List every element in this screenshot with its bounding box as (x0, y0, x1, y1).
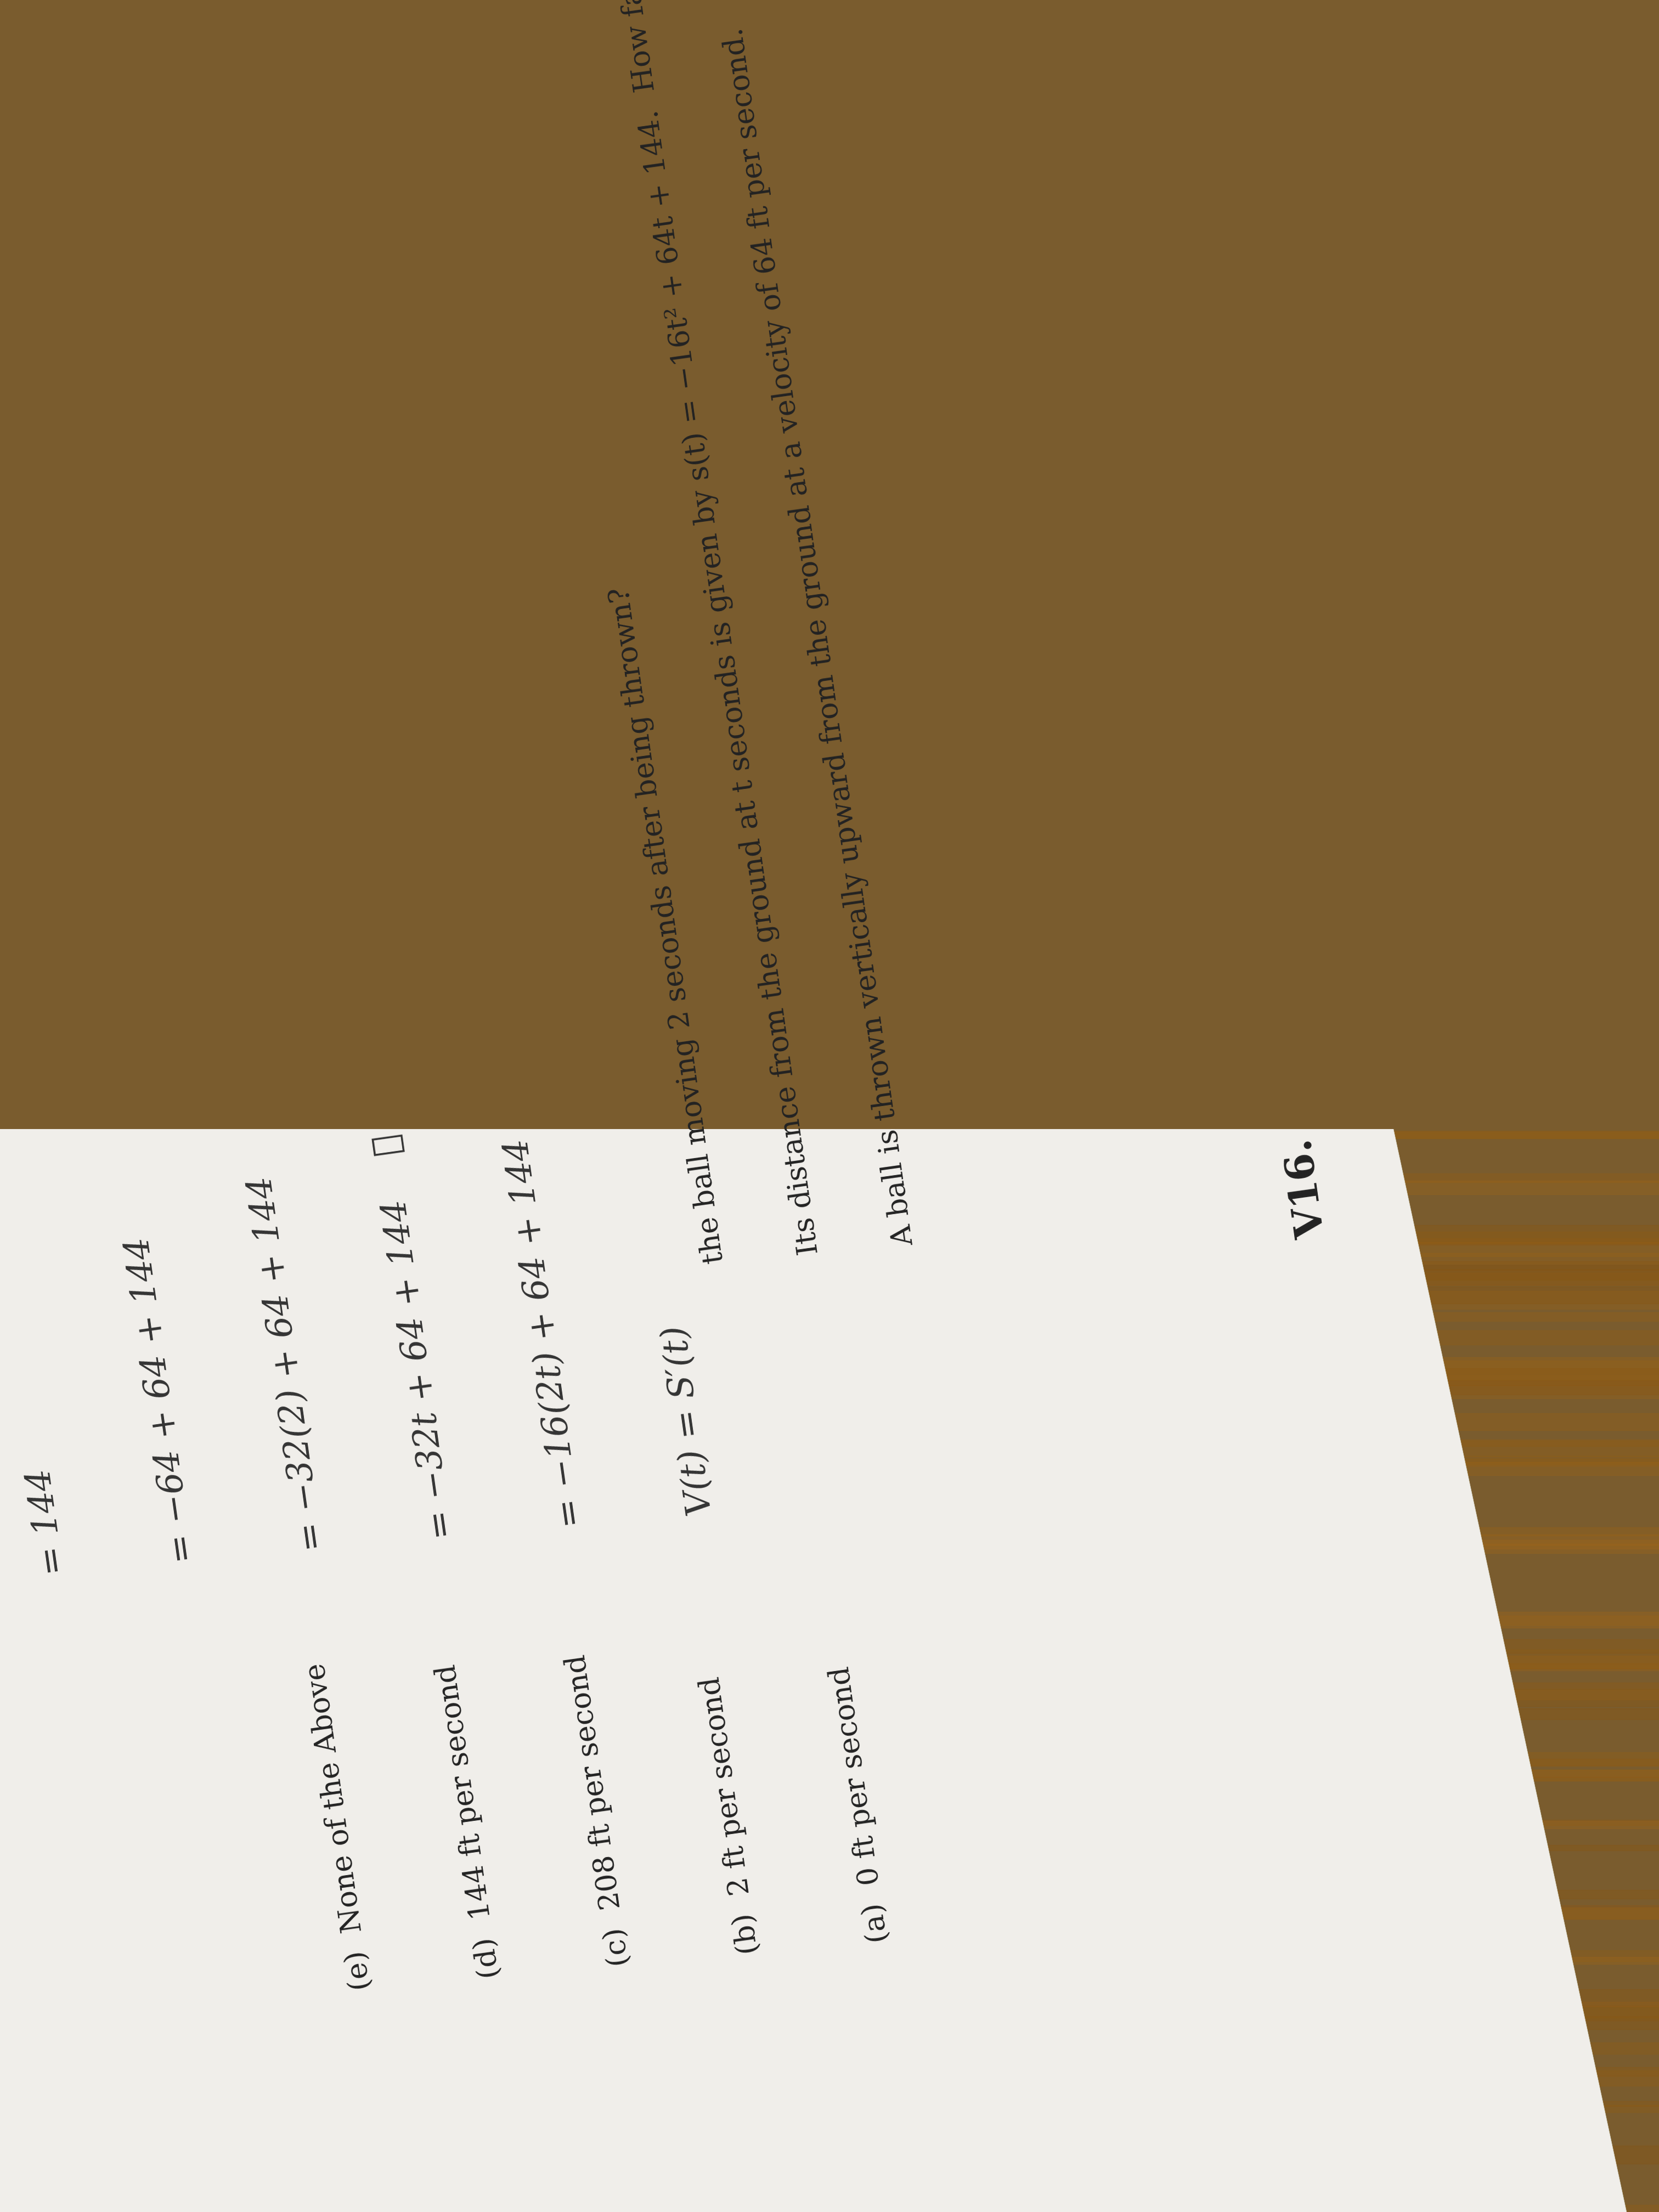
Text: A ball is thrown vertically upward from the ground at a velocity of 64 ft per se: A ball is thrown vertically upward from … (720, 27, 919, 1248)
Bar (0, 1270, 1659, 1285)
Bar (0, 2006, 1659, 2022)
Text: V16.: V16. (1281, 1137, 1332, 1241)
Bar (0, 1312, 1659, 1321)
Bar (0, 1462, 1659, 1475)
Bar (0, 1374, 1659, 1385)
Bar (0, 1657, 1659, 1670)
Bar (0, 2070, 1659, 2086)
Bar (0, 1770, 1659, 1781)
Bar (0, 1845, 1659, 1849)
Polygon shape (0, 867, 1649, 2212)
Bar (0, 1615, 1659, 1626)
Bar (0, 2106, 1659, 2112)
Bar (0, 1540, 1659, 1546)
Bar (0, 1272, 1659, 1285)
Text: = −32t + 64 + 144    ✓: = −32t + 64 + 144 ✓ (370, 1133, 460, 1542)
Bar (0, 1329, 1659, 1345)
Bar (0, 1035, 1659, 1055)
Bar (0, 1820, 1659, 1825)
Bar (0, 1175, 1659, 1181)
Bar (0, 1776, 1659, 1781)
Bar (0, 1535, 1659, 1553)
Bar (0, 1650, 1659, 1668)
Bar (0, 1252, 1659, 1263)
Bar (0, 1759, 1659, 1765)
Bar (0, 1951, 1659, 1962)
Bar (0, 1958, 1659, 1964)
Bar (0, 1133, 1659, 1139)
Text: = −32(2) + 64 + 144: = −32(2) + 64 + 144 (244, 1175, 330, 1553)
Bar (0, 1752, 1659, 1765)
Bar (0, 1239, 1659, 1243)
Bar (0, 1905, 1659, 1918)
Text: (d)  144 ft per second: (d) 144 ft per second (433, 1661, 504, 1980)
Bar (0, 1455, 1659, 1467)
Bar (0, 2066, 1659, 2075)
Bar (0, 1683, 1659, 1688)
Text: = −16(2t) + 64 + 144: = −16(2t) + 64 + 144 (501, 1137, 589, 1528)
Text: Its distance from the ground at t seconds is given by s(t) = −16t² + 64t + 144. : Its distance from the ground at t second… (611, 0, 825, 1256)
Bar (0, 1232, 1659, 1245)
Bar (0, 1225, 1659, 1243)
Text: = 144: = 144 (23, 1467, 71, 1577)
Bar (0, 1356, 1659, 1374)
Bar (0, 1077, 1659, 1086)
Text: V(t) = S′(t): V(t) = S′(t) (659, 1323, 718, 1517)
Bar (0, 1663, 1659, 1668)
Bar (0, 2101, 1659, 2106)
Bar (0, 2006, 1659, 2017)
Bar (0, 1526, 1659, 1535)
Bar (0, 1243, 1659, 1256)
Text: (a)  0 ft per second: (a) 0 ft per second (826, 1663, 893, 1944)
Bar (0, 2002, 1659, 2006)
Text: (c)  208 ft per second: (c) 208 ft per second (562, 1652, 634, 1969)
Bar (0, 1708, 1659, 1719)
Bar (0, 1413, 1659, 1431)
Bar (0, 1907, 1659, 1920)
Bar (0, 1639, 1659, 1652)
Bar (0, 1770, 1659, 1776)
Bar (0, 1613, 1659, 1628)
Bar (0, 1440, 1659, 1447)
Bar (0, 1064, 1659, 1079)
Bar (0, 1369, 1659, 1385)
Bar (0, 2042, 1659, 2055)
Bar (0, 1889, 1659, 1898)
Bar (0, 1989, 1659, 2006)
Bar (0, 1544, 1659, 1548)
Text: (b)  2 ft per second: (b) 2 ft per second (697, 1674, 763, 1955)
Bar (0, 1440, 1659, 1455)
Bar (0, 1285, 1659, 1303)
Bar (0, 1690, 1659, 1705)
Bar (0, 1261, 1659, 1281)
Bar (0, 1690, 1659, 1699)
Bar (0, 1265, 1659, 1270)
Bar (0, 1820, 1659, 1829)
Bar (0, 1292, 1659, 1310)
Bar (0, 2205, 1659, 2212)
Bar (0, 1360, 1659, 1380)
Bar (0, 1046, 1659, 1066)
Bar (0, 1130, 1659, 1137)
Bar (0, 1106, 1659, 1110)
Bar (0, 1181, 1659, 1194)
Text: = −64 + 64 + 144: = −64 + 64 + 144 (123, 1234, 201, 1566)
Bar (0, 2146, 1659, 2163)
Bar (0, 1387, 1659, 1398)
Bar (0, 1130, 1659, 1139)
Bar (0, 1458, 1659, 1464)
Bar (0, 1104, 1659, 1115)
Text: (e)  None of the Above: (e) None of the Above (302, 1661, 375, 1991)
Bar (0, 1380, 1659, 1396)
Bar (0, 2015, 1659, 2028)
Text: the ball moving 2 seconds after being thrown?: the ball moving 2 seconds after being th… (607, 584, 730, 1265)
